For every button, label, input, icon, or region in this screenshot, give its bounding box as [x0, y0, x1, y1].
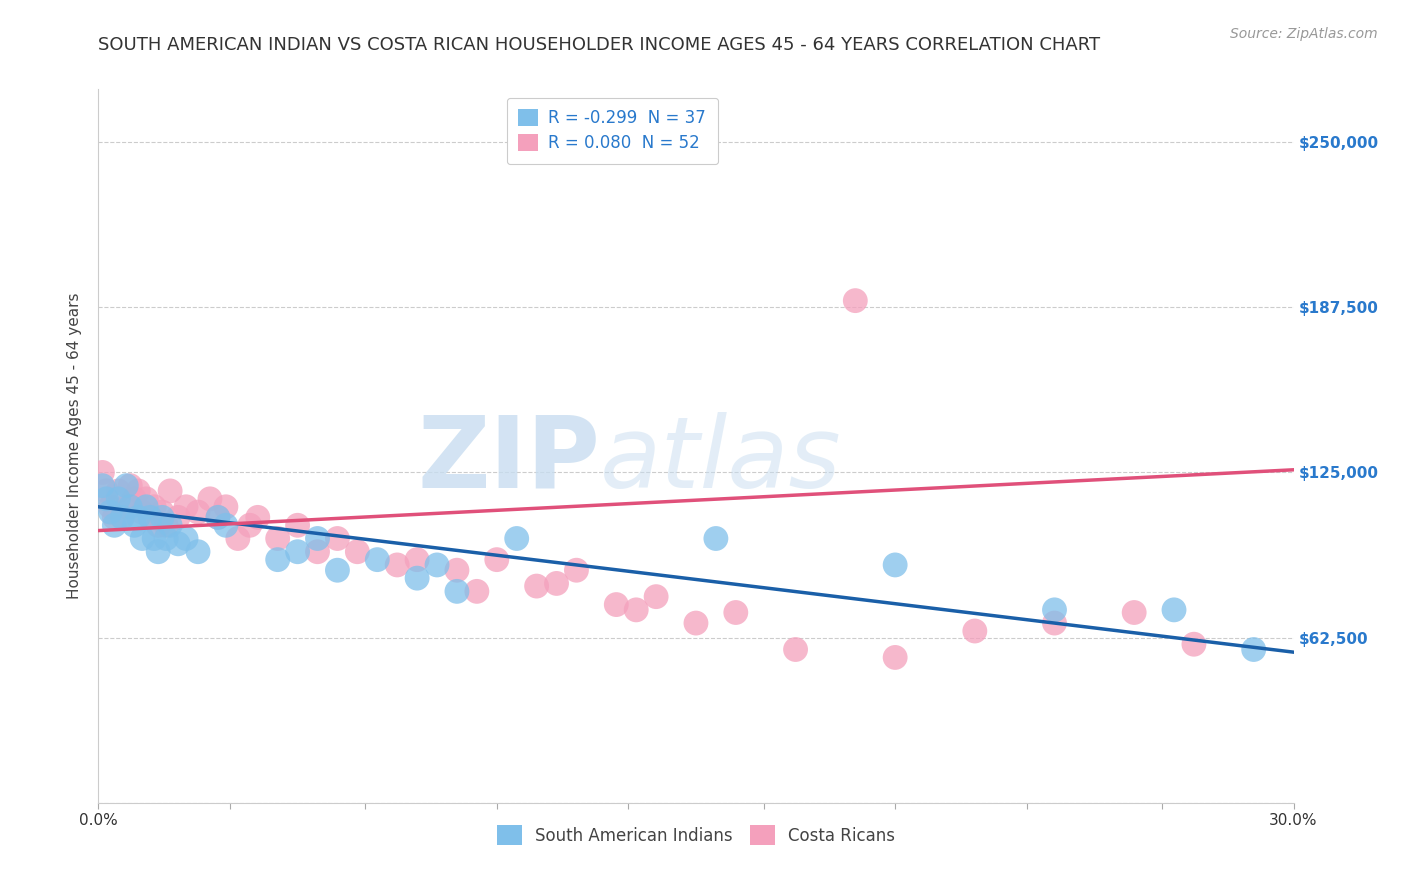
Point: [120, 500, 142, 514]
Point: [96, 491, 118, 506]
Point: [645, 590, 668, 604]
Point: [626, 603, 648, 617]
Point: [143, 532, 166, 546]
Point: [148, 518, 170, 533]
Point: [326, 563, 349, 577]
Point: [446, 584, 468, 599]
Point: [346, 545, 368, 559]
Point: [366, 552, 388, 566]
Point: [385, 558, 409, 572]
Point: [159, 483, 181, 498]
Point: [187, 505, 209, 519]
Point: [98, 500, 122, 514]
Point: [287, 518, 309, 533]
Point: [307, 545, 329, 559]
Point: [167, 537, 190, 551]
Point: [565, 563, 588, 577]
Point: [187, 545, 209, 559]
Point: [167, 510, 190, 524]
Point: [207, 510, 229, 524]
Point: [115, 478, 138, 492]
Point: [120, 478, 142, 492]
Point: [465, 584, 488, 599]
Point: [96, 483, 118, 498]
Point: [107, 483, 129, 498]
Point: [785, 642, 807, 657]
Point: [111, 510, 134, 524]
Point: [107, 491, 129, 506]
Point: [139, 510, 162, 524]
Point: [215, 500, 238, 514]
Point: [135, 500, 157, 514]
Point: [704, 532, 727, 546]
Point: [143, 500, 166, 514]
Point: [1043, 603, 1066, 617]
Point: [246, 510, 269, 524]
Point: [124, 518, 146, 533]
Point: [546, 576, 568, 591]
Point: [446, 563, 468, 577]
Point: [685, 616, 707, 631]
Point: [148, 545, 170, 559]
Point: [174, 500, 197, 514]
Point: [103, 510, 125, 524]
Point: [207, 510, 229, 524]
Point: [884, 650, 907, 665]
Point: [135, 491, 157, 506]
Point: [963, 624, 986, 638]
Point: [127, 510, 149, 524]
Point: [91, 478, 114, 492]
Point: [267, 532, 290, 546]
Point: [287, 545, 309, 559]
Legend: South American Indians, Costa Ricans: South American Indians, Costa Ricans: [484, 812, 908, 859]
Point: [406, 552, 429, 566]
Point: [215, 518, 238, 533]
Point: [131, 505, 153, 519]
Point: [174, 532, 197, 546]
Point: [326, 532, 349, 546]
Point: [103, 518, 125, 533]
Point: [226, 532, 249, 546]
Point: [155, 518, 177, 533]
Point: [91, 466, 114, 480]
Point: [485, 552, 508, 566]
Point: [1163, 603, 1185, 617]
Y-axis label: Householder Income Ages 45 - 64 years: Householder Income Ages 45 - 64 years: [67, 293, 83, 599]
Point: [111, 510, 134, 524]
Point: [239, 518, 262, 533]
Point: [1123, 606, 1146, 620]
Point: [506, 532, 529, 546]
Point: [98, 505, 122, 519]
Point: [406, 571, 429, 585]
Point: [131, 532, 153, 546]
Point: [139, 510, 162, 524]
Point: [159, 518, 181, 533]
Point: [115, 500, 138, 514]
Point: [150, 505, 173, 519]
Point: [124, 491, 146, 506]
Text: ZIP: ZIP: [418, 412, 600, 508]
Point: [307, 532, 329, 546]
Text: Source: ZipAtlas.com: Source: ZipAtlas.com: [1230, 27, 1378, 41]
Point: [267, 552, 290, 566]
Point: [1043, 616, 1066, 631]
Point: [1182, 637, 1205, 651]
Text: atlas: atlas: [600, 412, 842, 508]
Text: SOUTH AMERICAN INDIAN VS COSTA RICAN HOUSEHOLDER INCOME AGES 45 - 64 YEARS CORRE: SOUTH AMERICAN INDIAN VS COSTA RICAN HOU…: [98, 36, 1101, 54]
Point: [198, 491, 221, 506]
Point: [605, 598, 627, 612]
Point: [724, 606, 747, 620]
Point: [127, 483, 149, 498]
Point: [844, 293, 866, 308]
Point: [150, 510, 173, 524]
Point: [155, 532, 177, 546]
Point: [884, 558, 907, 572]
Point: [1243, 642, 1265, 657]
Point: [526, 579, 548, 593]
Point: [426, 558, 449, 572]
